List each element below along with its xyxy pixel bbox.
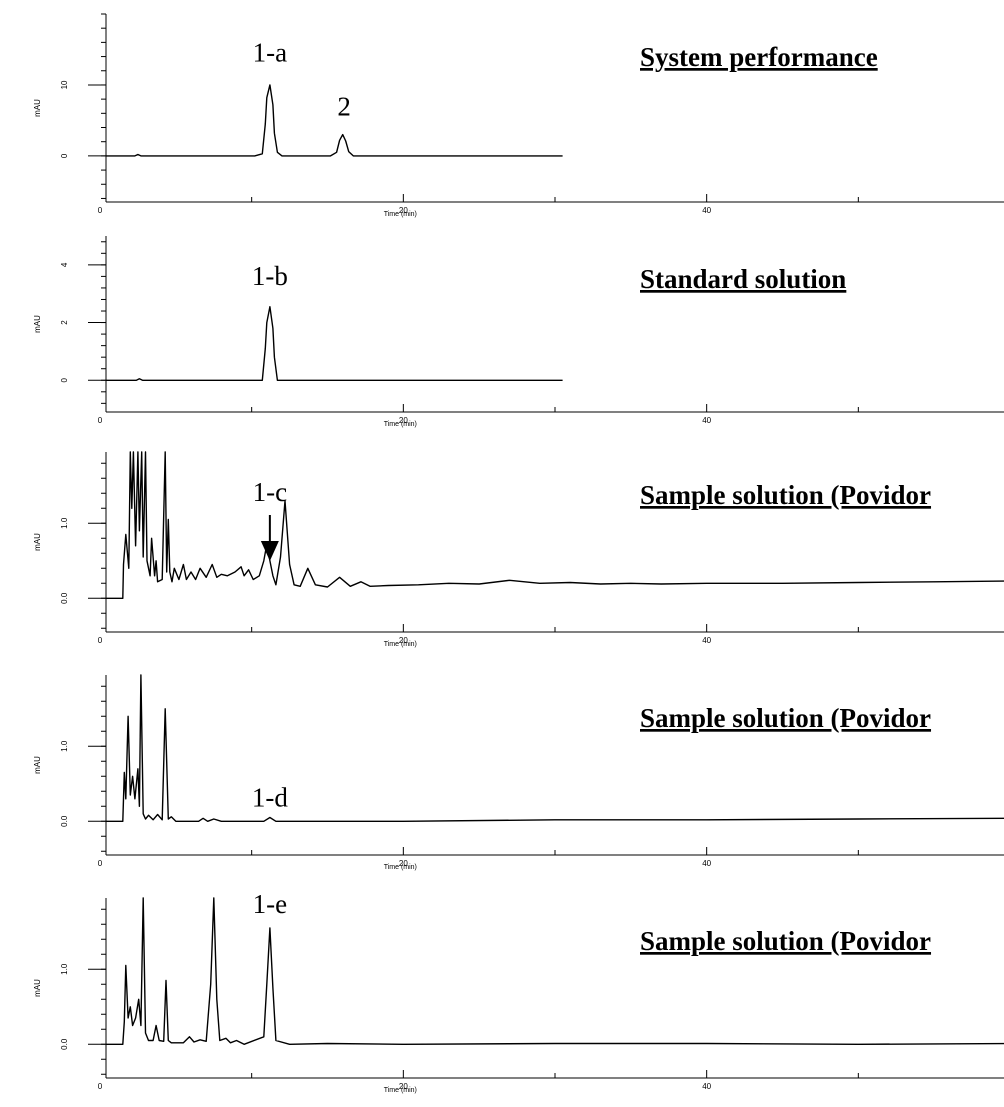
x-tick-label: 0	[98, 1082, 103, 1091]
peak-label: 1-b	[252, 261, 288, 291]
x-axis-label: Time (min)	[384, 864, 417, 871]
x-axis-label: Time (min)	[384, 211, 417, 218]
y-tick-label: 1.0	[60, 740, 69, 752]
x-tick-label: 0	[98, 206, 103, 215]
chart-panel-1: 010mAU0204060Time (min)System performanc…	[33, 14, 1004, 218]
y-tick-label: 0	[60, 153, 69, 158]
signal-trace	[105, 675, 1004, 821]
peak-label: 2	[337, 91, 351, 121]
y-tick-label: 10	[60, 80, 69, 89]
y-tick-label: 2	[60, 320, 69, 325]
y-axis-label: mAU	[33, 756, 42, 774]
x-tick-label: 40	[702, 416, 711, 425]
chart-panel-2: 024mAU0204060Time (min)Standard solution…	[33, 236, 1004, 428]
x-axis-label: Time (min)	[384, 1087, 417, 1094]
panel-title: System performance	[640, 42, 878, 72]
peak-label: 1-d	[252, 782, 288, 812]
peak-label: 1-e	[253, 889, 287, 919]
peak-arrow-head	[261, 541, 279, 561]
chart-panel-5: 0.01.0mAU0204060Time (min)Sample solutio…	[33, 889, 1004, 1094]
y-tick-label: 0.0	[60, 815, 69, 827]
y-axis-label: mAU	[33, 979, 42, 997]
x-tick-label: 40	[702, 859, 711, 868]
signal-trace	[105, 452, 1004, 598]
panel-title: Standard solution	[640, 264, 846, 294]
x-tick-label: 0	[98, 416, 103, 425]
x-tick-label: 0	[98, 636, 103, 645]
chart-panel-4: 0.01.0mAU0204060Time (min)Sample solutio…	[33, 675, 1004, 871]
y-tick-label: 4	[60, 262, 69, 267]
chart-panel-3: 0.01.0mAU0204060Time (min)Sample solutio…	[33, 452, 1004, 648]
x-tick-label: 40	[702, 206, 711, 215]
y-axis-label: mAU	[33, 533, 42, 551]
y-tick-label: 0	[60, 377, 69, 382]
x-tick-label: 40	[702, 636, 711, 645]
y-axis-label: mAU	[33, 315, 42, 333]
x-tick-label: 0	[98, 859, 103, 868]
panel-title: Sample solution (Povidor	[640, 926, 931, 956]
panel-title: Sample solution (Povidor	[640, 703, 931, 733]
y-tick-label: 0.0	[60, 592, 69, 604]
y-tick-label: 1.0	[60, 963, 69, 975]
panel-title: Sample solution (Povidor	[640, 480, 931, 510]
signal-trace	[105, 898, 1004, 1044]
y-axis-label: mAU	[33, 99, 42, 117]
peak-label: 1-a	[253, 38, 287, 68]
y-tick-label: 0.0	[60, 1038, 69, 1050]
signal-trace	[105, 85, 563, 156]
peak-label: 1-c	[253, 477, 287, 507]
x-axis-label: Time (min)	[384, 641, 417, 648]
x-axis-label: Time (min)	[384, 421, 417, 428]
x-tick-label: 40	[702, 1082, 711, 1091]
signal-trace	[105, 307, 563, 381]
y-tick-label: 1.0	[60, 517, 69, 529]
